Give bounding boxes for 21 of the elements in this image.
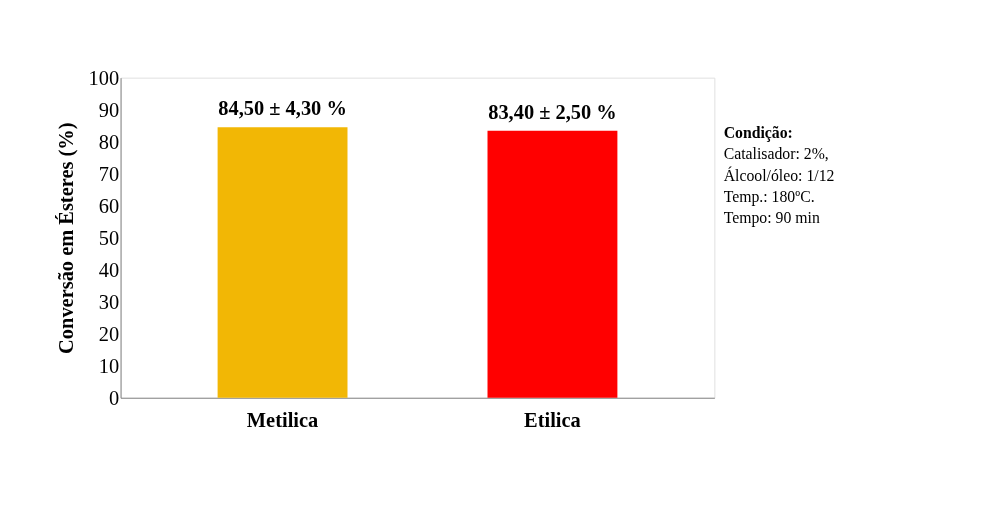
- y-tick-label: 80: [98, 130, 120, 153]
- text: Temp.: 180ºC.: [723, 188, 815, 207]
- y-tick-label: 20: [98, 322, 120, 345]
- y-tick-label: 40: [98, 258, 120, 281]
- text: Catalisador: 2%,: [723, 145, 829, 163]
- y-tick-label: 100: [88, 66, 120, 89]
- text: Condição:: [723, 124, 793, 143]
- y-tick-label: 30: [98, 290, 120, 313]
- x-tick-label: Etilica: [524, 409, 581, 432]
- y-tick-label: 10: [98, 354, 120, 377]
- y-tick-label: 90: [98, 98, 120, 121]
- y-axis-title: Conversão em Ésteres (%): [54, 122, 78, 354]
- y-tick-label: 0: [109, 386, 120, 409]
- data-label: 84,50 ± 4,30 %: [218, 97, 347, 120]
- text: Álcool/óleo: 1/12: [723, 165, 835, 184]
- y-tick-label: 60: [98, 194, 120, 217]
- y-tick-label: 70: [98, 162, 120, 185]
- y-tick-label: 50: [98, 226, 120, 249]
- data-label: 83,40 ± 2,50 %: [488, 100, 617, 123]
- x-tick-label: Metilica: [246, 409, 319, 432]
- text: Tempo: 90 min: [723, 209, 820, 228]
